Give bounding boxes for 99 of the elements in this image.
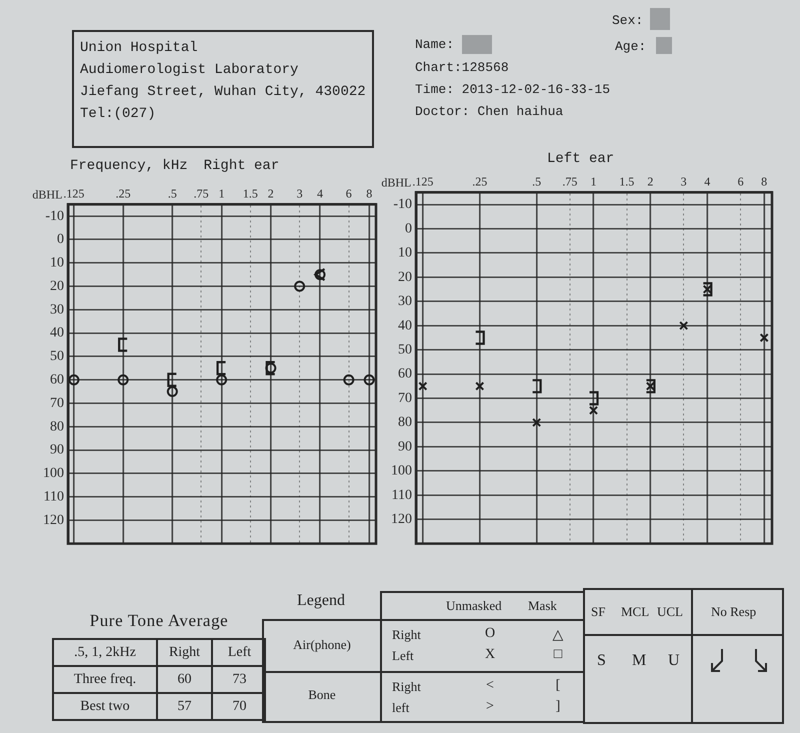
x-tick-label: 1.5 — [619, 174, 634, 188]
text: Bone — [307, 687, 337, 703]
text: Union Hospital — [80, 40, 198, 56]
x-tick-label: 4 — [317, 186, 324, 200]
text: Right — [168, 644, 202, 662]
x-tick-label: 6 — [346, 186, 352, 200]
x-tick-label: 8 — [761, 174, 768, 188]
x-tick-label: 6 — [738, 174, 744, 188]
text: Name: — [415, 37, 454, 52]
y-tick-label: 10 — [50, 256, 64, 271]
y-tick-label: 10 — [398, 246, 412, 261]
text: △ — [552, 627, 564, 644]
x-tick-label: 1 — [590, 174, 597, 188]
y-tick-label: 30 — [50, 302, 64, 318]
text: Right — [392, 679, 421, 695]
y-tick-label: 100 — [43, 466, 64, 482]
data-label: 57 — [176, 698, 192, 716]
text: SF — [591, 604, 606, 620]
text: .5, 1, 2kHz — [73, 644, 137, 662]
text: □ — [552, 647, 564, 663]
y-tick-label: 60 — [50, 372, 64, 388]
y-tick-label: 120 — [43, 512, 64, 528]
text: Left — [226, 644, 252, 662]
y-axis-title: dBHL — [381, 176, 412, 190]
y-tick-label: 50 — [50, 349, 64, 364]
x-tick-label: 1.5 — [242, 186, 258, 200]
y-tick-label: -10 — [45, 208, 64, 224]
text: MCL — [621, 604, 650, 620]
x-tick-label: 2 — [647, 174, 654, 188]
x-tick-label: 8 — [366, 186, 372, 200]
text: U — [668, 652, 680, 670]
x-tick-label: .75 — [562, 174, 578, 188]
x-tick-label: .125 — [63, 186, 84, 200]
y-tick-label: 40 — [50, 326, 64, 341]
text: Doctor: Chen haihua — [415, 104, 564, 119]
data-label: 73 — [232, 671, 248, 689]
text: Pure Tone Average — [88, 611, 230, 631]
y-tick-label: 110 — [392, 488, 412, 503]
text: Tel:(027) — [80, 106, 156, 122]
y-tick-label: 110 — [44, 489, 64, 504]
text: < — [485, 678, 495, 694]
text: Left — [392, 648, 414, 664]
text: Air(phone) — [292, 637, 352, 653]
y-tick-label: 20 — [398, 270, 412, 285]
x-tick-label: 3 — [680, 174, 687, 188]
text: [ — [554, 678, 562, 694]
text: ] — [554, 699, 562, 715]
data-label: 60 — [176, 671, 192, 689]
x-tick-label: .125 — [412, 174, 434, 188]
chart-title: Left ear — [547, 151, 614, 167]
y-tick-label: 50 — [398, 342, 412, 358]
y-tick-label: 70 — [398, 390, 412, 406]
y-tick-label: 30 — [398, 294, 412, 310]
text: UCL — [657, 604, 683, 620]
text: Legend — [296, 592, 346, 610]
y-tick-label: 90 — [398, 439, 412, 454]
y-tick-label: 80 — [50, 419, 64, 434]
y-tick-label: 0 — [57, 232, 64, 248]
y-tick-label: 70 — [50, 396, 64, 411]
data-label: 70 — [232, 698, 248, 716]
x-tick-label: 3 — [296, 186, 303, 200]
text: Age: — [615, 39, 646, 54]
x-tick-label: .25 — [472, 174, 488, 188]
x-tick-label: .5 — [532, 174, 542, 188]
text: > — [485, 699, 495, 715]
text: Mask — [528, 598, 557, 614]
y-tick-label: 80 — [398, 415, 412, 430]
x-tick-label: 1 — [218, 186, 225, 200]
x-tick-label: 2 — [268, 186, 274, 200]
text: Audiomerologist Laboratory — [80, 62, 298, 78]
text: left — [392, 700, 410, 716]
text: No Resp — [711, 604, 756, 620]
category-label: Three freq. — [72, 671, 138, 689]
y-tick-label: 40 — [398, 318, 412, 334]
y-tick-label: 0 — [405, 221, 412, 236]
text: Time: 2013-12-02-16-33-15 — [415, 82, 610, 97]
text: Jiefang Street, Wuhan City, 430022 — [80, 84, 366, 100]
y-tick-label: 20 — [50, 278, 64, 294]
y-tick-label: 120 — [391, 512, 412, 528]
text: Right — [392, 627, 421, 643]
text: O — [484, 626, 496, 642]
x-tick-label: .25 — [116, 186, 131, 200]
y-tick-label: 100 — [391, 464, 412, 479]
text: Chart:128568 — [415, 60, 509, 75]
y-tick-label: 90 — [50, 442, 64, 458]
text: M — [632, 652, 646, 670]
text: X — [484, 647, 496, 663]
category-label: Best two — [79, 698, 131, 716]
x-tick-label: .5 — [168, 186, 177, 200]
y-axis-title: dBHL — [32, 188, 62, 202]
y-tick-label: 60 — [398, 366, 412, 382]
chart-title: Right ear — [204, 158, 280, 174]
y-tick-label: -10 — [393, 197, 412, 212]
text: Unmasked — [446, 598, 502, 614]
x-axis-title: Frequency, kHz — [70, 158, 188, 174]
text: S — [597, 652, 606, 670]
x-tick-label: 4 — [704, 174, 710, 188]
text: Sex: — [612, 13, 644, 28]
x-tick-label: .75 — [194, 186, 209, 200]
